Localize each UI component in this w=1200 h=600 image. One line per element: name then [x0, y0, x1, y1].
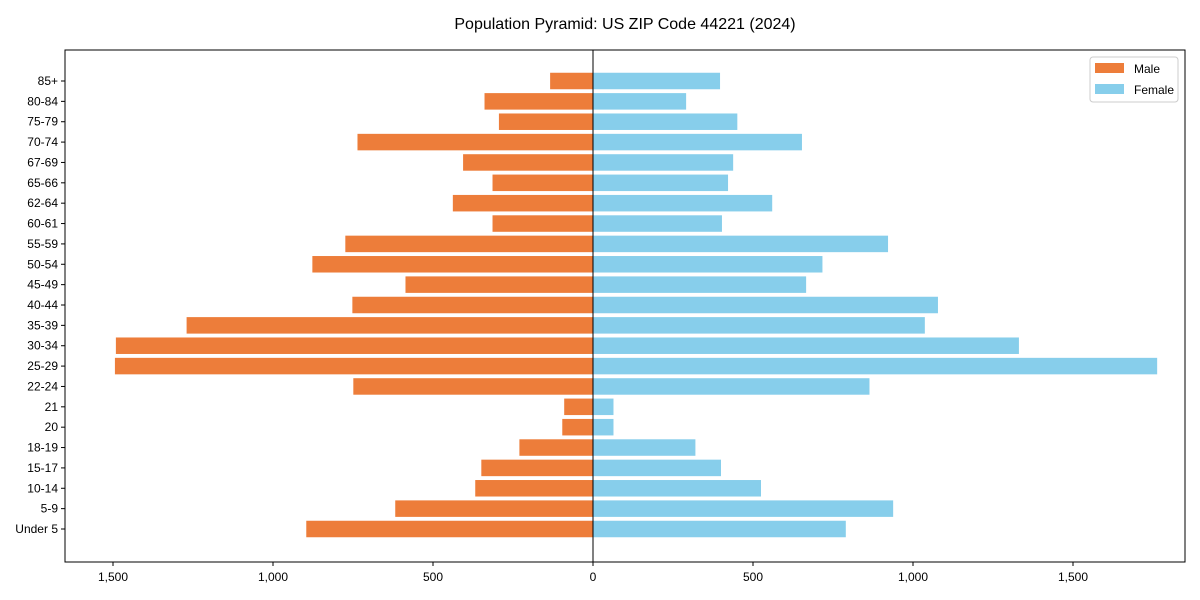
y-tick-label: 18-19	[27, 441, 58, 455]
bar-female-60-61	[593, 215, 722, 232]
bar-female-5-9	[593, 500, 894, 517]
bar-male-40-44	[352, 296, 593, 314]
bar-male-45-49	[405, 276, 593, 293]
y-tick-label: 85+	[38, 74, 58, 88]
bar-female-40-44	[593, 296, 938, 314]
bar-female-75-79	[593, 113, 738, 130]
y-tick-label: 55-59	[27, 237, 58, 251]
bar-female-70-74	[593, 133, 802, 151]
bar-female-80-84	[593, 93, 687, 110]
legend-label-female: Female	[1134, 83, 1174, 97]
x-tick-label: 1,000	[898, 570, 928, 584]
bar-male-80-84	[484, 93, 593, 110]
bar-male-20	[562, 418, 593, 436]
bar-male-25-29	[114, 357, 594, 375]
y-tick-label: 30-34	[27, 339, 58, 353]
legend: Male Female	[1089, 56, 1179, 103]
x-tick-label: 500	[743, 570, 763, 584]
y-tick-label: 60-61	[27, 217, 58, 231]
bar-male-75-79	[498, 113, 593, 130]
bar-female-21	[593, 398, 614, 416]
bar-male-67-69	[463, 154, 593, 171]
y-tick-label: 75-79	[27, 115, 58, 129]
bar-male-21	[564, 398, 593, 416]
y-tick-label: 80-84	[27, 94, 58, 108]
y-tick-label: 10-14	[27, 481, 58, 495]
bar-female-10-14	[593, 480, 761, 497]
bar-female-62-64	[593, 194, 773, 212]
bar-male-15-17	[481, 459, 593, 477]
y-tick-label: 50-54	[27, 257, 58, 271]
bar-female-18-19	[593, 439, 696, 456]
y-tick-label: Under 5	[15, 522, 58, 536]
bar-male-60-61	[492, 215, 593, 232]
bar-male-35-39	[186, 317, 593, 334]
y-tick-label: 35-39	[27, 318, 58, 332]
y-tick-label: 25-29	[27, 359, 58, 373]
y-tick-label: 62-64	[27, 196, 58, 210]
legend-label-male: Male	[1134, 62, 1160, 76]
x-tick-label: 1,000	[258, 570, 288, 584]
bar-female-Under 5	[593, 520, 846, 538]
bar-male-10-14	[475, 480, 593, 497]
y-tick-label: 20	[45, 420, 59, 434]
bar-female-65-66	[593, 174, 729, 192]
bar-female-22-24	[593, 378, 870, 395]
bar-male-18-19	[519, 439, 593, 456]
bar-female-35-39	[593, 317, 925, 334]
bar-female-67-69	[593, 154, 734, 171]
y-tick-label: 45-49	[27, 278, 58, 292]
x-tick-label: 500	[423, 570, 443, 584]
bar-female-50-54	[593, 256, 823, 273]
legend-swatch-male	[1095, 63, 1124, 73]
bar-male-62-64	[452, 194, 593, 212]
bar-female-20	[593, 418, 614, 436]
bar-male-5-9	[395, 500, 593, 517]
y-tick-label: 5-9	[41, 502, 59, 516]
bar-female-30-34	[593, 337, 1019, 354]
y-tick-label: 21	[45, 400, 59, 414]
bar-male-65-66	[492, 174, 593, 192]
bar-female-55-59	[593, 235, 889, 253]
bar-male-22-24	[353, 378, 593, 395]
bar-male-55-59	[345, 235, 593, 253]
y-tick-label: 70-74	[27, 135, 58, 149]
bar-female-45-49	[593, 276, 807, 293]
y-tick-label: 65-66	[27, 176, 58, 190]
bar-female-25-29	[593, 357, 1158, 375]
plot-frame	[64, 49, 1186, 563]
bar-male-85+	[550, 72, 593, 90]
chart-title: Population Pyramid: US ZIP Code 44221 (2…	[454, 16, 795, 33]
bar-male-70-74	[357, 133, 593, 151]
legend-swatch-female	[1095, 84, 1124, 94]
bar-male-50-54	[312, 256, 593, 273]
bar-female-85+	[593, 72, 721, 90]
y-tick-label: 40-44	[27, 298, 58, 312]
y-tick-label: 22-24	[27, 379, 58, 393]
y-tick-label: 15-17	[27, 461, 58, 475]
x-tick-label: 0	[590, 570, 597, 584]
y-tick-label: 67-69	[27, 155, 58, 169]
x-tick-label: 1,500	[1058, 570, 1088, 584]
bar-male-Under 5	[306, 520, 593, 538]
bar-female-15-17	[593, 459, 721, 477]
x-tick-label: 1,500	[98, 570, 128, 584]
bar-male-30-34	[115, 337, 593, 354]
